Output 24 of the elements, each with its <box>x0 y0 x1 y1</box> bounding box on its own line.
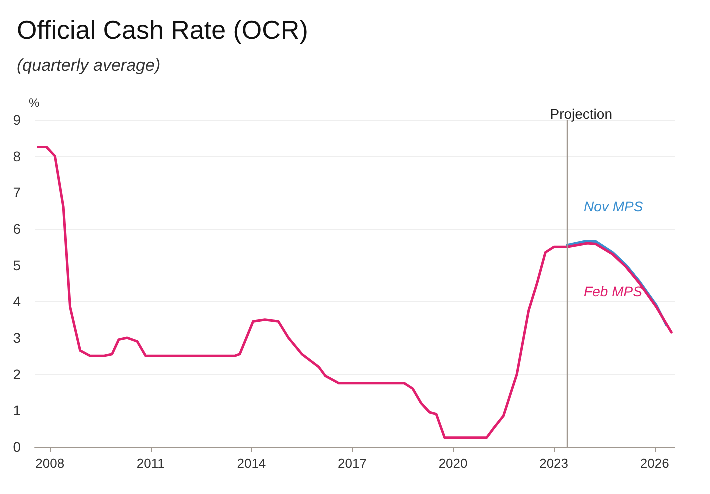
series-label: Feb MPS <box>584 283 644 300</box>
y-axis-title: % <box>29 96 40 110</box>
x-tick-label: 2017 <box>338 456 367 471</box>
x-tick-label: 2011 <box>136 456 165 471</box>
y-tick-label: 7 <box>13 184 22 201</box>
y-tick-label: 6 <box>13 221 22 237</box>
y-tick-label: 1 <box>13 402 22 419</box>
ref-line-label: Projection <box>550 106 612 122</box>
x-tick-label: 2020 <box>438 456 468 471</box>
x-tick-label: 2023 <box>540 456 569 471</box>
y-tick-label: 3 <box>13 330 22 346</box>
series-label: Nov MPS <box>584 198 644 215</box>
y-tick-label: 2 <box>13 366 22 382</box>
x-tick-label: 2008 <box>36 456 65 471</box>
chart-title: Official Cash Rate (OCR) <box>17 15 308 45</box>
y-tick-label: 0 <box>13 439 22 455</box>
y-tick-label: 4 <box>13 294 22 310</box>
y-tick-label: 5 <box>13 257 22 274</box>
y-tick-label: 9 <box>13 112 22 128</box>
x-tick-label: 2014 <box>237 456 266 471</box>
chart-subtitle: (quarterly average) <box>17 56 161 75</box>
line-series <box>37 146 673 440</box>
y-tick-label: 8 <box>13 148 22 164</box>
x-tick-label: 2026 <box>640 456 670 471</box>
